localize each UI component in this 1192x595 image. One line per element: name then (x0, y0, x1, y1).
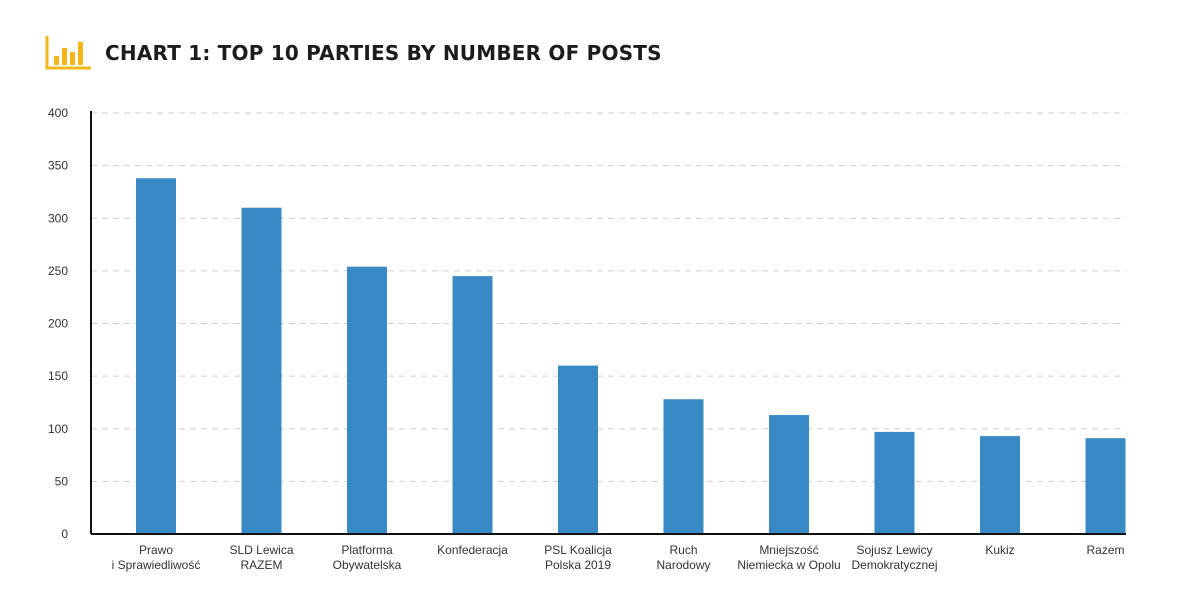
x-tick-label: Razem (1086, 543, 1124, 557)
bar (769, 415, 809, 534)
y-tick-label: 0 (61, 527, 68, 541)
y-tick-label: 300 (48, 211, 68, 225)
x-tick-label: SLD Lewica RAZEM (229, 543, 293, 572)
x-tick-label-line: SLD Lewica (229, 543, 293, 557)
bar (1085, 438, 1126, 534)
x-tick-label-line: Kukiz (985, 543, 1014, 557)
x-tick-label-line: PSL Koalicja (544, 543, 612, 557)
bar (452, 276, 493, 534)
chart-header: CHART 1: TOP 10 PARTIES BY NUMBER OF POS… (45, 36, 662, 70)
x-tick-label: Ruch Narodowy (656, 543, 710, 572)
bar (347, 266, 387, 534)
chart-title: CHART 1: TOP 10 PARTIES BY NUMBER OF POS… (105, 41, 662, 65)
x-tick-label: Sojusz Lewicy Demokratycznej (851, 543, 937, 572)
x-tick-label-line: Polska 2019 (545, 558, 611, 572)
x-tick-label: Platforma Obywatelska (333, 543, 402, 572)
x-tick-label-line: i Sprawiedliwość (112, 558, 201, 572)
x-tick-label-line: Sojusz Lewicy (856, 543, 932, 557)
x-tick-label-line: Demokratycznej (851, 558, 937, 572)
x-tick-label-line: Niemiecka w Opolu (737, 558, 840, 572)
x-tick-label-line: Konfederacja (437, 543, 508, 557)
y-tick-label: 400 (48, 106, 68, 120)
y-tick-label: 100 (48, 422, 68, 436)
bar-chart-icon (45, 36, 91, 70)
y-tick-label: 150 (48, 369, 68, 383)
x-tick-label-line: RAZEM (241, 558, 283, 572)
bar (558, 365, 598, 534)
y-tick-label: 50 (55, 474, 69, 488)
x-tick-label-line: Mniejszość (759, 543, 818, 557)
bar (663, 399, 704, 534)
y-tick-label: 350 (48, 159, 68, 173)
x-tick-label-line: Platforma (341, 543, 393, 557)
x-tick-label: Kukiz (985, 543, 1014, 557)
x-tick-label-line: Obywatelska (333, 558, 402, 572)
bar (241, 207, 282, 534)
x-tick-label: PSL Koalicja Polska 2019 (544, 543, 612, 572)
x-tick-label: Konfederacja (437, 543, 508, 557)
x-tick-label-line: Ruch (669, 543, 697, 557)
x-tick-label: Mniejszość Niemiecka w Opolu (737, 543, 840, 572)
x-tick-label-line: Razem (1086, 543, 1124, 557)
bar (874, 431, 915, 534)
bar (136, 178, 176, 534)
x-tick-label-line: Narodowy (656, 558, 710, 572)
y-tick-label: 250 (48, 264, 68, 278)
x-tick-label-line: Prawo (139, 543, 173, 557)
x-tick-label: Prawo i Sprawiedliwość (112, 543, 201, 572)
y-tick-label: 200 (48, 317, 68, 331)
bar (980, 436, 1020, 534)
